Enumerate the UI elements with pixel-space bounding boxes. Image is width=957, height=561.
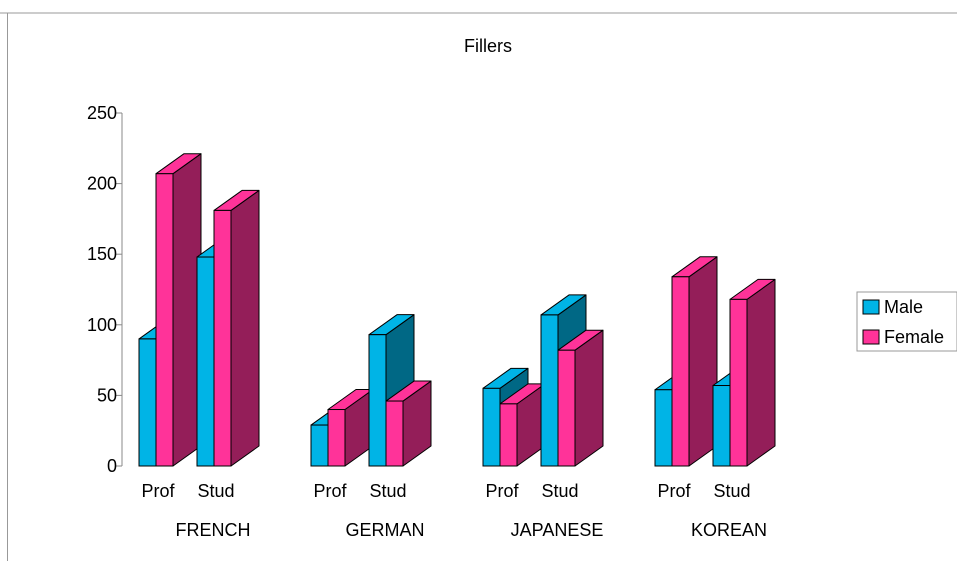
bar-female-korean-stud <box>729 278 776 467</box>
x-group-label: KOREAN <box>691 520 767 540</box>
bar-front-face <box>729 298 748 467</box>
bar-front-face <box>310 424 329 467</box>
x-group-label: GERMAN <box>345 520 424 540</box>
x-group-label: FRENCH <box>176 520 251 540</box>
bar-front-face <box>499 403 518 467</box>
bar-female-japanese-stud <box>557 329 604 467</box>
legend-swatch-male <box>862 299 880 315</box>
bar-side-face <box>230 189 260 467</box>
x-sublabel-prof: Prof <box>141 481 175 501</box>
bar-front-face <box>557 349 576 467</box>
legend-swatch-female <box>862 329 880 345</box>
bar-front-face <box>712 385 731 467</box>
y-tick-label: 0 <box>107 456 117 476</box>
bar-female-french-stud <box>213 189 260 467</box>
x-sublabel-prof: Prof <box>657 481 691 501</box>
bar-front-face <box>327 409 346 467</box>
bar-front-face <box>368 334 387 467</box>
bar-female-japanese-prof <box>499 383 546 467</box>
bar-front-face <box>671 276 690 467</box>
bar-female-korean-prof <box>671 256 718 467</box>
bar-front-face <box>138 338 157 467</box>
bar-female-german-stud <box>385 380 432 467</box>
y-tick-label: 200 <box>87 174 117 194</box>
bar-front-face <box>155 173 174 467</box>
x-sublabel-stud: Stud <box>713 481 750 501</box>
x-sublabel-prof: Prof <box>313 481 347 501</box>
y-tick-label: 50 <box>97 385 117 405</box>
x-sublabel-stud: Stud <box>369 481 406 501</box>
bar-front-face <box>482 387 501 467</box>
x-sublabel-stud: Stud <box>541 481 578 501</box>
x-sublabel-stud: Stud <box>197 481 234 501</box>
y-tick-label: 250 <box>87 103 117 123</box>
legend-label-male: Male <box>884 297 923 317</box>
y-tick-label: 150 <box>87 244 117 264</box>
x-group-label: JAPANESE <box>511 520 604 540</box>
bar-side-face <box>746 278 776 467</box>
bar-front-face <box>385 400 404 467</box>
legend-label-female: Female <box>884 327 944 347</box>
bar-front-face <box>196 256 215 467</box>
x-sublabel-prof: Prof <box>485 481 519 501</box>
bar-front-face <box>213 209 232 467</box>
bar-side-face <box>574 329 604 467</box>
bar-front-face <box>540 314 559 467</box>
y-tick-label: 100 <box>87 315 117 335</box>
bar-female-french-prof <box>155 153 202 467</box>
bar-female-german-prof <box>327 389 374 467</box>
bar-front-face <box>654 389 673 467</box>
chart-title: Fillers <box>464 36 512 56</box>
